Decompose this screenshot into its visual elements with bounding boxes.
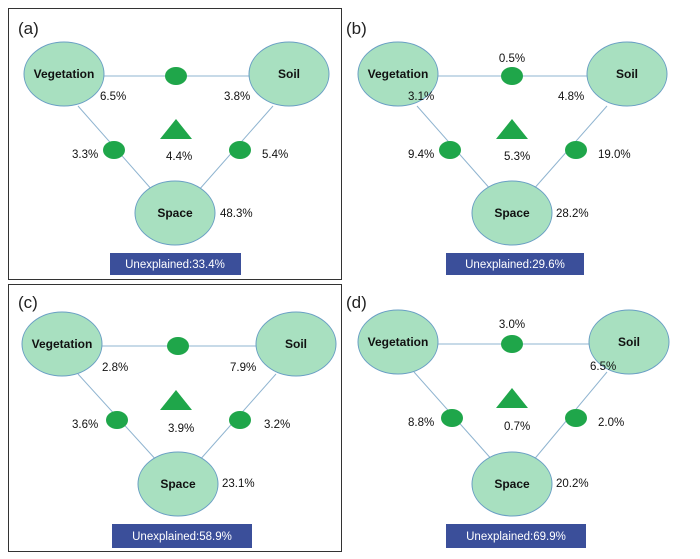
- soil-label: Soil: [278, 67, 300, 81]
- unexplained-value: Unexplained:58.9%: [132, 531, 232, 543]
- venn-diagram-c: (c) Vegetation Soil Space 2.8% 7.9% 3.6%…: [8, 284, 342, 552]
- all-factors-value: 3.9%: [168, 423, 194, 435]
- space-value: 28.2%: [556, 208, 589, 220]
- vegetation-soil-marker: [501, 67, 523, 85]
- veg-soil-value: 0.5%: [499, 53, 525, 65]
- space-value: 48.3%: [220, 208, 253, 220]
- unexplained-box: [446, 524, 586, 548]
- vegetation-node: [357, 41, 439, 107]
- unexplained-box: [110, 253, 241, 275]
- vegetation-node: [23, 41, 105, 107]
- soil-label: Soil: [616, 67, 638, 81]
- vegetation-label: Vegetation: [368, 67, 429, 81]
- venn-diagram-b: (b) Vegetation Soil Space 0.5% 3.1% 4.8%…: [346, 19, 668, 275]
- veg-space-value: 9.4%: [408, 149, 434, 161]
- soil-node: [586, 41, 668, 107]
- all-factors-marker: [160, 390, 192, 410]
- panel-label: (b): [346, 19, 367, 38]
- panel-b: (b) Vegetation Soil Space 0.5% 3.1% 4.8%…: [342, 8, 678, 280]
- soil-space-value: 19.0%: [598, 149, 631, 161]
- space-node: [471, 451, 553, 517]
- soil-node: [248, 41, 330, 107]
- soil-value: 7.9%: [230, 362, 256, 374]
- unexplained-box: [112, 524, 252, 548]
- soil-node: [255, 311, 337, 377]
- panel-label: (c): [18, 293, 38, 312]
- space-value: 23.1%: [222, 478, 255, 490]
- veg-space-value: 3.3%: [72, 149, 98, 161]
- unexplained-value: Unexplained:29.6%: [465, 259, 565, 271]
- vegetation-soil-marker: [165, 67, 187, 85]
- space-label: Space: [157, 206, 193, 220]
- panel-c: (c) Vegetation Soil Space 2.8% 7.9% 3.6%…: [8, 284, 342, 552]
- all-factors-marker: [160, 119, 192, 139]
- all-factors-marker: [496, 388, 528, 408]
- soil-space-value: 2.0%: [598, 417, 624, 429]
- all-factors-value: 5.3%: [504, 151, 530, 163]
- veg-soil-value: 3.0%: [499, 319, 525, 331]
- vegetation-value: 6.5%: [100, 91, 126, 103]
- panel-label: (d): [346, 293, 367, 312]
- vegetation-space-marker: [106, 411, 128, 429]
- space-label: Space: [160, 477, 196, 491]
- vegetation-node: [357, 309, 439, 375]
- unexplained-value: Unexplained:69.9%: [466, 531, 566, 543]
- space-value: 20.2%: [556, 478, 589, 490]
- vegetation-space-marker: [441, 409, 463, 427]
- venn-diagram-a: (a) Vegetation Soil Space 6.5% 3.8% 3.3%…: [8, 8, 342, 280]
- vegetation-label: Vegetation: [368, 335, 429, 349]
- soil-value: 3.8%: [224, 91, 250, 103]
- unexplained-box: [446, 253, 584, 275]
- soil-label: Soil: [618, 335, 640, 349]
- vegetation-soil-marker: [501, 335, 523, 353]
- space-node: [471, 180, 553, 246]
- vegetation-label: Vegetation: [32, 337, 93, 351]
- soil-space-marker: [229, 141, 251, 159]
- all-factors-value: 0.7%: [504, 421, 530, 433]
- soil-node: [588, 309, 670, 375]
- panel-label: (a): [18, 19, 39, 38]
- vegetation-node: [21, 311, 103, 377]
- space-label: Space: [494, 206, 530, 220]
- unexplained-value: Unexplained:33.4%: [125, 259, 225, 271]
- venn-diagram-d: (d) Vegetation Soil Space 3.0% 6.5% 8.8%…: [346, 293, 670, 548]
- vegetation-space-marker: [439, 141, 461, 159]
- space-label: Space: [494, 477, 530, 491]
- soil-space-marker: [565, 141, 587, 159]
- veg-space-value: 8.8%: [408, 417, 434, 429]
- vegetation-space-marker: [103, 141, 125, 159]
- veg-space-value: 3.6%: [72, 419, 98, 431]
- soil-value: 6.5%: [590, 361, 616, 373]
- space-node: [134, 180, 216, 246]
- soil-space-value: 3.2%: [264, 419, 290, 431]
- vegetation-value: 3.1%: [408, 91, 434, 103]
- soil-space-marker: [565, 409, 587, 427]
- soil-space-marker: [229, 411, 251, 429]
- panel-a: (a) Vegetation Soil Space 6.5% 3.8% 3.3%…: [8, 8, 342, 280]
- soil-value: 4.8%: [558, 91, 584, 103]
- soil-label: Soil: [285, 337, 307, 351]
- panel-d: (d) Vegetation Soil Space 3.0% 6.5% 8.8%…: [342, 284, 678, 552]
- all-factors-marker: [496, 119, 528, 139]
- vegetation-soil-marker: [167, 337, 189, 355]
- vegetation-label: Vegetation: [34, 67, 95, 81]
- vegetation-value: 2.8%: [102, 362, 128, 374]
- space-node: [137, 451, 219, 517]
- all-factors-value: 4.4%: [166, 151, 192, 163]
- soil-space-value: 5.4%: [262, 149, 288, 161]
